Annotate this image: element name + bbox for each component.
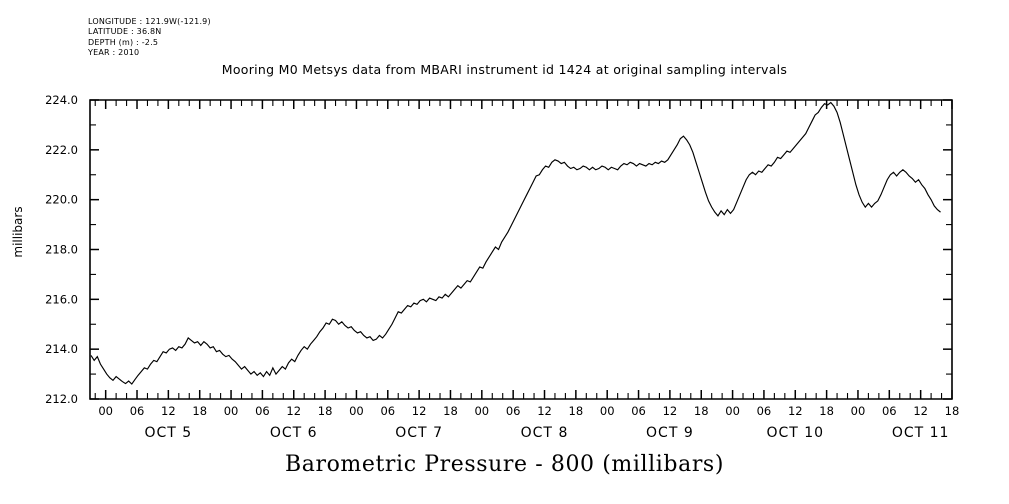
metadata-longitude: LONGITUDE : 121.9W(-121.9) <box>88 17 211 26</box>
x-tick-label: 12 <box>286 404 301 418</box>
x-tick-label: 18 <box>443 404 458 418</box>
x-day-label: OCT 6 <box>270 425 318 441</box>
y-axis-ticks: 212.0 214.0 216.0 218.0 220.0 222.0 224.0 <box>45 93 952 406</box>
x-tick-label: 18 <box>819 404 834 418</box>
x-day-label: OCT 5 <box>145 425 193 441</box>
y-tick-label: 214.0 <box>45 342 78 356</box>
x-tick-label: 06 <box>757 404 772 418</box>
y-tick-label: 220.0 <box>45 193 78 207</box>
chart-title: Mooring M0 Metsys data from MBARI instru… <box>221 62 788 77</box>
y-tick-label: 216.0 <box>45 292 78 306</box>
x-axis-ticks: 00 06 12 18 00 06 12 18 00 06 12 18 00 06 12 18 00 06 12 18… <box>94 100 960 418</box>
x-day-label: OCT 11 <box>892 425 950 441</box>
x-tick-label: 06 <box>380 404 395 418</box>
x-day-label: OCT 7 <box>395 425 443 441</box>
x-tick-label: 00 <box>98 404 113 418</box>
x-tick-label: 06 <box>506 404 521 418</box>
x-axis-title: Barometric Pressure - 800 (millibars) <box>284 452 725 477</box>
y-tick-label: 224.0 <box>45 93 78 107</box>
x-tick-label: 06 <box>255 404 270 418</box>
plot-area: 212.0 214.0 216.0 218.0 220.0 222.0 224.0 00 06… <box>45 93 960 441</box>
data-series-line <box>90 101 941 385</box>
x-tick-label: 12 <box>412 404 427 418</box>
x-tick-label: 18 <box>192 404 207 418</box>
metadata-year: YEAR : 2010 <box>88 48 140 58</box>
x-tick-label: 18 <box>694 404 709 418</box>
x-tick-label: 12 <box>161 404 176 418</box>
x-day-label: OCT 8 <box>521 425 569 441</box>
y-tick-label: 212.0 <box>45 392 78 406</box>
metadata-depth: DEPTH (m) : -2.5 <box>88 37 159 47</box>
plot-frame <box>89 99 953 400</box>
station-metadata: LONGITUDE : 121.9W(-121.9) LATITUDE : 36… <box>88 17 211 59</box>
x-tick-label: 18 <box>569 404 584 418</box>
x-day-label: OCT 9 <box>646 425 694 441</box>
x-tick-label: 00 <box>474 404 489 418</box>
x-tick-label: 00 <box>224 404 239 418</box>
x-tick-label: 00 <box>725 404 740 418</box>
x-tick-label: 12 <box>788 404 803 418</box>
x-tick-label: 18 <box>945 404 960 418</box>
x-tick-label: 12 <box>537 404 552 418</box>
x-tick-label: 06 <box>130 404 145 418</box>
x-tick-label: 00 <box>600 404 615 418</box>
x-tick-label: 00 <box>349 404 364 418</box>
x-tick-label: 00 <box>851 404 866 418</box>
x-day-label: OCT 10 <box>766 425 824 441</box>
x-axis-day-labels: OCT 5 OCT 6 OCT 7 OCT 8 OCT 9 OCT 10 OCT 11 <box>145 425 950 441</box>
x-tick-label: 12 <box>913 404 928 418</box>
y-tick-label: 218.0 <box>45 243 78 257</box>
x-tick-label: 12 <box>663 404 678 418</box>
x-tick-label: 06 <box>631 404 646 418</box>
x-tick-label: 06 <box>882 404 897 418</box>
x-tick-label: 18 <box>318 404 333 418</box>
metadata-latitude: LATITUDE : 36.8N <box>88 27 162 37</box>
y-tick-label: 222.0 <box>45 143 78 157</box>
